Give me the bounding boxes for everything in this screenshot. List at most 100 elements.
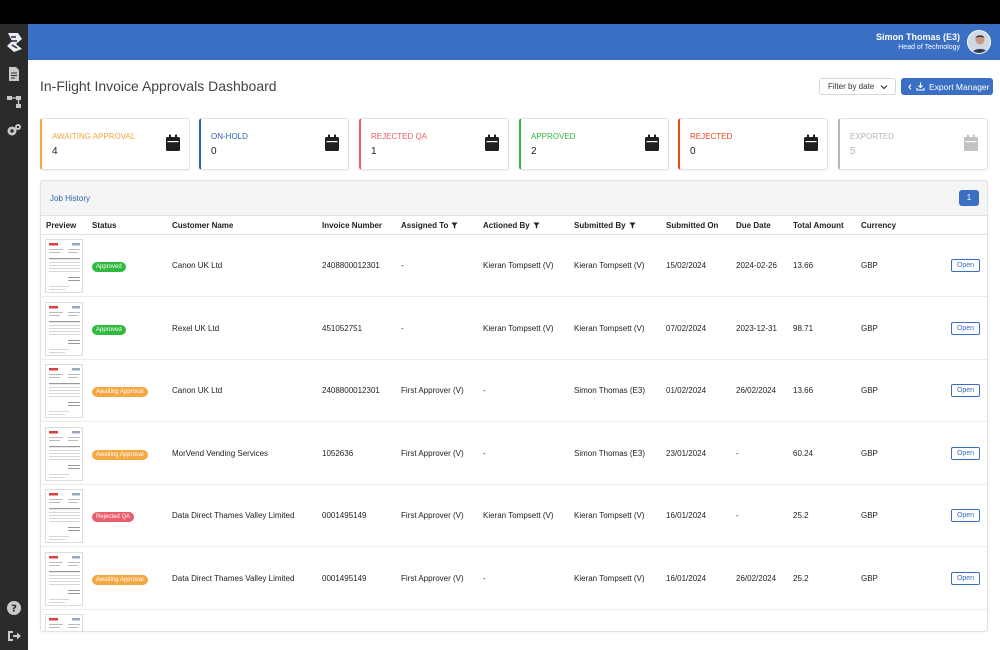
status-badge: Awaiting Approval — [92, 449, 148, 460]
invoice-preview[interactable] — [45, 239, 83, 293]
avatar[interactable] — [967, 30, 991, 54]
table-row[interactable]: Approved Canon UK Ltd 2408800012301 - Kieran… — [41, 235, 987, 297]
customer-name-cell: Canon UK Ltd — [172, 261, 223, 270]
col-actioned-by: Actioned By — [483, 221, 540, 230]
summary-card-value: 1 — [371, 146, 377, 157]
summary-card-exported[interactable]: EXPORTED 5 — [838, 118, 988, 170]
customer-name-cell: MorVend Vending Services — [172, 448, 269, 458]
app-logo-icon[interactable] — [3, 30, 25, 54]
summary-card-label: AWAITING APPROVAL — [52, 132, 136, 141]
logout-icon[interactable] — [6, 628, 22, 644]
customer-name-cell: Rexel UK Ltd — [172, 323, 220, 333]
open-button[interactable]: Open — [951, 446, 980, 460]
filter-by-date-dropdown[interactable]: Filter by date — [819, 78, 896, 95]
table-row[interactable]: Approved Rexel UK Ltd 451052751 - Kieran Tom… — [41, 298, 987, 360]
summary-card-rejected-qa[interactable]: REJECTED QA 1 — [359, 118, 509, 170]
invoice-thumbnail-icon — [49, 555, 80, 603]
calendar-icon — [166, 134, 180, 151]
submitted-by-cell: Kieran Tompsett (V) — [574, 261, 645, 270]
total-amount-cell: 13.66 — [793, 261, 814, 270]
calendar-icon — [645, 134, 659, 151]
summary-card-rejected[interactable]: REJECTED 0 — [678, 118, 828, 170]
actioned-by-cell: - — [483, 386, 486, 395]
actioned-by-cell: Kieran Tompsett (V) — [483, 323, 554, 333]
document-icon[interactable] — [6, 66, 22, 82]
invoice-number-cell: 2408800012301 — [322, 386, 380, 395]
submitted-by-cell: Kieran Tompsett (V) — [574, 323, 645, 333]
open-button[interactable]: Open — [951, 509, 980, 522]
table-row[interactable]: Rejected QA Data Direct Thames Valley Lim… — [41, 485, 987, 547]
table-row[interactable]: Awaiting Approval Canon UK Ltd 24088000123… — [41, 360, 987, 422]
invoice-thumbnail-icon — [49, 243, 80, 290]
settings-icon[interactable] — [6, 122, 22, 138]
app-header: Simon Thomas (E3) Head of Technology — [28, 24, 1000, 60]
summary-card-value: 5 — [850, 146, 856, 157]
submitted-by-cell: Simon Thomas (E3) — [574, 386, 645, 395]
due-date-cell: 26/02/2024 — [736, 386, 777, 395]
summary-card-approved[interactable]: APPROVED 2 — [519, 118, 669, 170]
currency-cell: GBP — [861, 511, 878, 520]
invoice-preview[interactable] — [45, 426, 83, 481]
svg-text:?: ? — [11, 604, 17, 615]
summary-card-value: 0 — [690, 146, 696, 157]
open-button[interactable]: Open — [951, 384, 980, 397]
summary-card-label: ON-HOLD — [211, 132, 248, 141]
filter-icon[interactable] — [629, 222, 636, 229]
status-badge: Awaiting Approval — [92, 387, 148, 397]
invoice-preview[interactable] — [45, 551, 83, 606]
open-button[interactable]: Open — [951, 259, 980, 272]
col-preview: Preview — [46, 221, 77, 230]
invoice-number-cell: 2408800012301 — [322, 261, 380, 270]
actioned-by-cell: Kieran Tompsett (V) — [483, 261, 554, 270]
pagination-page-1[interactable]: 1 — [959, 190, 979, 206]
user-info[interactable]: Simon Thomas (E3) Head of Technology — [876, 32, 960, 51]
invoice-preview[interactable] — [45, 614, 83, 631]
job-history-title: Job History — [50, 194, 91, 203]
help-icon[interactable]: ? — [6, 600, 22, 616]
actioned-by-cell: - — [483, 573, 486, 583]
sidebar: ? — [0, 24, 28, 650]
table-row[interactable]: Awaiting Approval MorVend Vending Service… — [41, 423, 987, 485]
table-row[interactable] — [41, 610, 987, 631]
col-due-date: Due Date — [736, 221, 771, 230]
due-date-cell: 26/02/2024 — [736, 573, 777, 583]
job-history-header: Job History 1 — [41, 181, 987, 216]
customer-name-cell: Canon UK Ltd — [172, 386, 223, 395]
export-manager-button[interactable]: Export Manager — [901, 78, 993, 95]
filter-icon[interactable] — [451, 222, 458, 229]
assigned-to-cell: - — [401, 261, 404, 270]
currency-cell: GBP — [861, 573, 878, 583]
due-date-cell: - — [736, 448, 739, 458]
invoice-preview[interactable] — [45, 301, 83, 356]
download-icon — [916, 82, 925, 91]
open-button[interactable]: Open — [951, 571, 980, 585]
filter-icon[interactable] — [533, 222, 540, 229]
currency-cell: GBP — [861, 261, 878, 270]
chevron-left-icon — [908, 83, 912, 90]
submitted-by-cell: Kieran Tompsett (V) — [574, 573, 645, 583]
col-total-amount: Total Amount — [793, 221, 844, 230]
due-date-cell: - — [736, 511, 739, 520]
export-manager-label: Export Manager — [929, 81, 990, 92]
total-amount-cell: 13.66 — [793, 386, 814, 395]
invoice-thumbnail-icon — [49, 305, 80, 353]
col-assigned-to: Assigned To — [401, 221, 458, 230]
invoice-preview[interactable] — [45, 364, 83, 418]
summary-card-label: REJECTED QA — [371, 132, 428, 141]
open-button[interactable]: Open — [951, 321, 980, 335]
status-badge: Approved — [92, 262, 126, 272]
invoice-number-cell: 1052636 — [322, 448, 354, 458]
invoice-preview[interactable] — [45, 489, 83, 543]
submitted-by-cell: Simon Thomas (E3) — [574, 448, 645, 458]
job-history-panel: Job History 1 Preview Status Customer Na… — [40, 180, 988, 632]
customer-name-cell: Data Direct Thames Valley Limited — [172, 573, 295, 583]
workflow-icon[interactable] — [6, 94, 22, 110]
summary-card-awaiting-approval[interactable]: AWAITING APPROVAL 4 — [40, 118, 190, 170]
top-bar — [0, 0, 1000, 24]
table-row[interactable]: Awaiting Approval Data Direct Thames Vall… — [41, 548, 987, 610]
col-currency: Currency — [861, 221, 897, 230]
calendar-icon — [804, 134, 818, 151]
invoice-thumbnail-icon — [49, 368, 80, 415]
summary-card-on-hold[interactable]: ON-HOLD 0 — [199, 118, 349, 170]
submitted-on-cell: 16/01/2024 — [666, 573, 707, 583]
